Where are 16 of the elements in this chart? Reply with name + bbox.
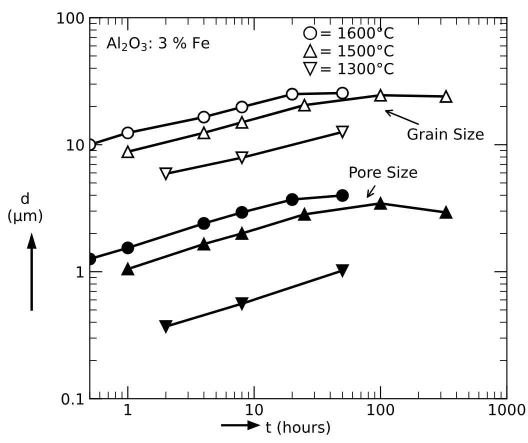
legend-label: = 1600°C (320, 27, 394, 39)
x-tick-label: 100 (368, 404, 394, 416)
x-axis-title: t (hours) (266, 421, 330, 435)
legend-label: = 1500°C (320, 45, 394, 57)
annotation: Pore Size (350, 166, 418, 178)
legend-label: = 1300°C (320, 62, 394, 74)
y-tick-label: 0.1 (62, 393, 84, 405)
annotation: Grain Size (408, 128, 484, 140)
y-axis-title: d (μm) (8, 192, 42, 224)
x-tick-label: 1000 (489, 404, 526, 416)
y-tick-label: 10 (67, 139, 84, 151)
y-tick-label: 1 (76, 266, 84, 278)
y-tick-label: 100 (57, 12, 84, 24)
x-tick-label: 1 (124, 404, 132, 416)
x-tick-label: 10 (246, 404, 263, 416)
annotation: Al$_{2}$O$_{3}$: 3 % Fe (106, 36, 210, 52)
